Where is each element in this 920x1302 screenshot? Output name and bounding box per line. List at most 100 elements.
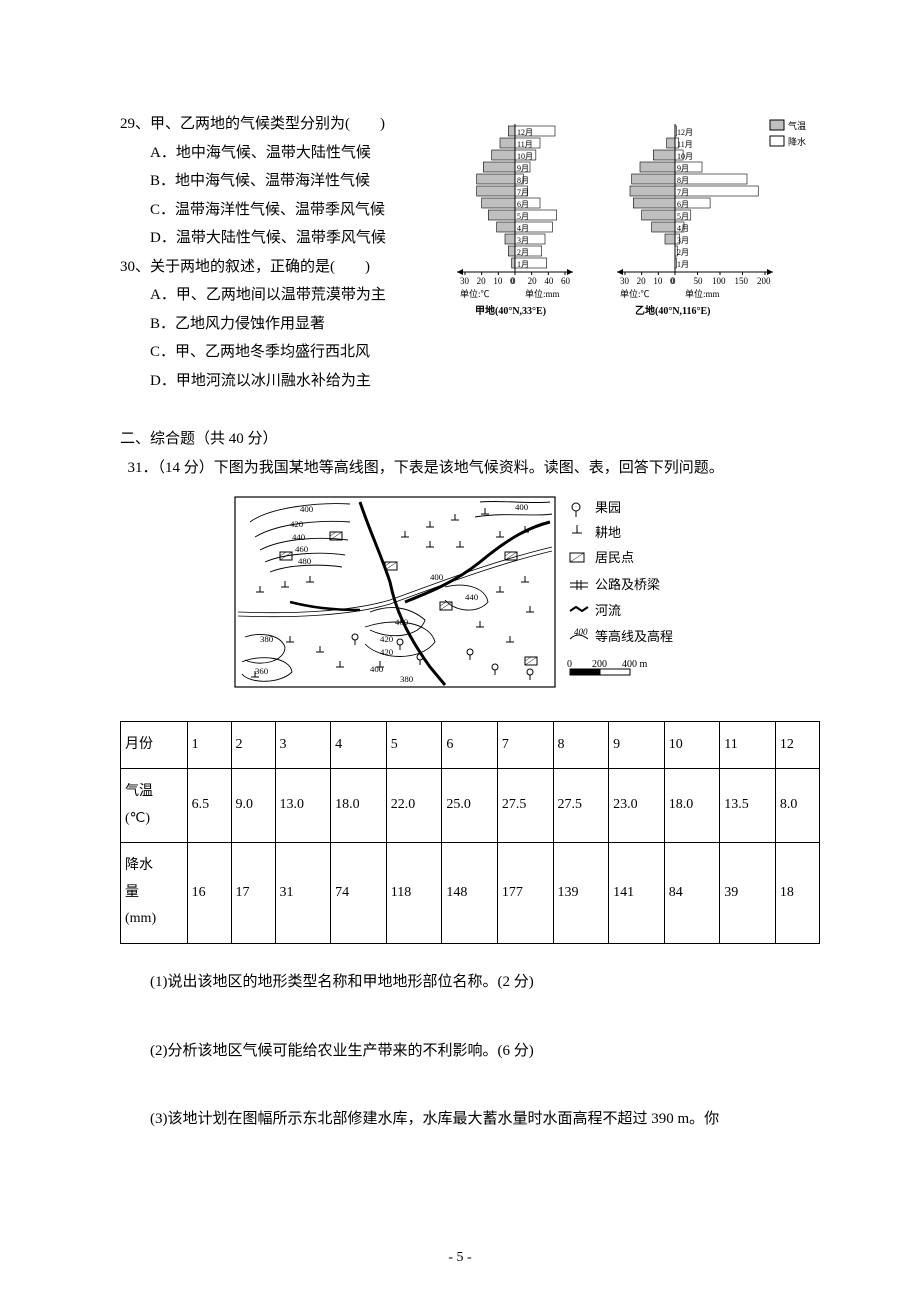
svg-text:400 m: 400 m <box>622 659 648 670</box>
svg-text:4月: 4月 <box>677 224 689 233</box>
svg-text:5月: 5月 <box>677 212 689 221</box>
svg-text:360: 360 <box>255 666 269 676</box>
col-month-6: 6 <box>442 721 498 769</box>
precip-cell-4: 74 <box>331 843 387 944</box>
q31-sub1: (1)说出该地区的地形类型名称和甲地地形部位名称。(2 分) <box>120 968 820 997</box>
svg-text:单位:mm: 单位:mm <box>525 288 560 299</box>
svg-text:河流: 河流 <box>595 603 621 618</box>
precip-cell-7: 177 <box>497 843 553 944</box>
svg-text:10: 10 <box>493 276 503 286</box>
climograph-figure: 气温降水12月11月10月9月8月7月6月5月4月3月2月1月302010002… <box>440 114 820 344</box>
page-number: - 5 - <box>0 1245 920 1272</box>
col-month-8: 8 <box>553 721 609 769</box>
col-month-12: 12 <box>775 721 819 769</box>
svg-text:20: 20 <box>528 276 538 286</box>
svg-text:400: 400 <box>515 502 529 512</box>
svg-text:5月: 5月 <box>517 212 529 221</box>
svg-text:9月: 9月 <box>517 164 529 173</box>
svg-text:420: 420 <box>380 647 394 657</box>
svg-text:20: 20 <box>637 276 647 286</box>
contour-map-svg: 4004204404604803803604604204204003804404… <box>230 492 710 692</box>
svg-text:10月: 10月 <box>517 152 533 161</box>
svg-text:480: 480 <box>298 556 312 566</box>
svg-text:等高线及高程: 等高线及高程 <box>595 629 673 644</box>
precip-cell-12: 18 <box>775 843 819 944</box>
svg-text:单位:mm: 单位:mm <box>685 288 720 299</box>
col-month-4: 4 <box>331 721 387 769</box>
col-month-10: 10 <box>664 721 720 769</box>
temp-cell-5: 22.0 <box>386 769 442 843</box>
section2-title: 二、综合题（共 40 分） <box>120 425 820 454</box>
temp-cell-8: 27.5 <box>553 769 609 843</box>
svg-text:460: 460 <box>295 544 309 554</box>
precip-cell-2: 17 <box>231 843 275 944</box>
svg-text:400: 400 <box>574 627 588 637</box>
svg-text:60: 60 <box>561 276 571 286</box>
svg-text:11月: 11月 <box>517 140 533 149</box>
svg-text:0: 0 <box>671 276 676 286</box>
temp-cell-12: 8.0 <box>775 769 819 843</box>
precip-cell-9: 141 <box>609 843 665 944</box>
col-month-9: 9 <box>609 721 665 769</box>
svg-text:440: 440 <box>292 532 306 542</box>
svg-text:3月: 3月 <box>677 236 689 245</box>
svg-text:12月: 12月 <box>517 128 533 137</box>
svg-text:4月: 4月 <box>517 224 529 233</box>
svg-text:440: 440 <box>465 592 479 602</box>
svg-text:0: 0 <box>511 276 516 286</box>
table-precip-row: 降水量(mm)16173174118148177139141843918 <box>121 843 820 944</box>
temp-cell-11: 13.5 <box>720 769 776 843</box>
svg-text:150: 150 <box>735 276 749 286</box>
svg-text:甲地(40°N,33°E): 甲地(40°N,33°E) <box>475 304 546 317</box>
svg-text:400: 400 <box>300 504 314 514</box>
svg-text:7月: 7月 <box>517 188 529 197</box>
svg-text:460: 460 <box>395 617 409 627</box>
svg-text:公路及桥梁: 公路及桥梁 <box>595 577 660 592</box>
svg-text:2月: 2月 <box>517 248 529 257</box>
svg-text:10月: 10月 <box>677 152 693 161</box>
col-month-5: 5 <box>386 721 442 769</box>
svg-text:耕地: 耕地 <box>595 525 621 540</box>
svg-text:单位:℃: 单位:℃ <box>620 288 650 299</box>
svg-text:200: 200 <box>757 276 771 286</box>
svg-text:8月: 8月 <box>677 176 689 185</box>
temp-cell-7: 27.5 <box>497 769 553 843</box>
svg-text:400: 400 <box>370 664 384 674</box>
svg-text:果园: 果园 <box>595 500 621 515</box>
svg-text:380: 380 <box>260 634 274 644</box>
temp-cell-4: 18.0 <box>331 769 387 843</box>
precip-cell-10: 84 <box>664 843 720 944</box>
svg-text:420: 420 <box>290 519 304 529</box>
col-month-1: 1 <box>187 721 231 769</box>
precip-cell-1: 16 <box>187 843 231 944</box>
q31-stem: 31．（14 分）下图为我国某地等高线图，下表是该地气候资料。读图、表，回答下列… <box>120 454 820 483</box>
q31-sub3: (3)该地计划在图幅所示东北部修建水库，水库最大蓄水量时水面高程不超过 390 … <box>120 1105 820 1134</box>
precip-cell-6: 148 <box>442 843 498 944</box>
precip-cell-5: 118 <box>386 843 442 944</box>
svg-text:居民点: 居民点 <box>595 550 634 565</box>
svg-text:30: 30 <box>460 276 470 286</box>
svg-text:40: 40 <box>544 276 554 286</box>
svg-text:12月: 12月 <box>677 128 693 137</box>
svg-text:6月: 6月 <box>517 200 529 209</box>
svg-text:7月: 7月 <box>677 188 689 197</box>
svg-text:9月: 9月 <box>677 164 689 173</box>
contour-map-figure: 4004204404604803803604604204204003804404… <box>120 492 820 703</box>
temp-cell-9: 23.0 <box>609 769 665 843</box>
temp-cell-3: 13.0 <box>275 769 331 843</box>
svg-text:2月: 2月 <box>677 248 689 257</box>
climate-data-table: 月份123456789101112 气温(℃)6.59.013.018.022.… <box>120 721 820 945</box>
svg-text:11月: 11月 <box>677 140 693 149</box>
col-month-3: 3 <box>275 721 331 769</box>
table-header-row: 月份123456789101112 <box>121 721 820 769</box>
col-month-11: 11 <box>720 721 776 769</box>
q30-opt-d: D．甲地河流以冰川融水补给为主 <box>120 367 820 396</box>
precip-cell-8: 139 <box>553 843 609 944</box>
svg-text:1月: 1月 <box>517 260 529 269</box>
svg-text:380: 380 <box>400 674 414 684</box>
svg-text:6月: 6月 <box>677 200 689 209</box>
svg-text:10: 10 <box>653 276 663 286</box>
svg-text:乙地(40°N,116°E): 乙地(40°N,116°E) <box>635 304 711 317</box>
svg-text:3月: 3月 <box>517 236 529 245</box>
svg-text:8月: 8月 <box>517 176 529 185</box>
